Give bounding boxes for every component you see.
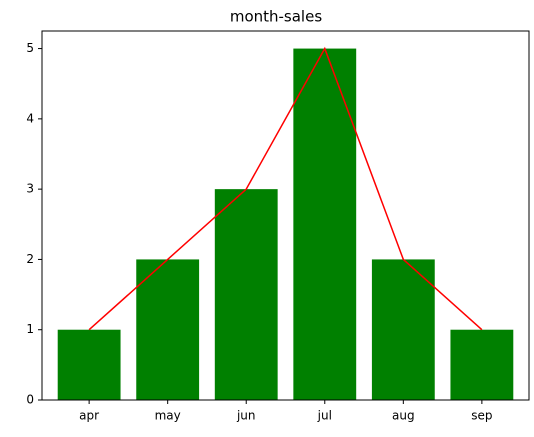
bar [136, 259, 200, 400]
line [88, 46, 483, 331]
y-tick-label: 2 [26, 252, 34, 266]
x-tick-label: jun [236, 409, 256, 423]
x-tick-label: jul [317, 409, 332, 423]
chart-title: month-sales [230, 8, 322, 26]
y-tick-label: 4 [26, 111, 34, 125]
x-tick-label: may [155, 409, 181, 423]
bar [293, 48, 357, 400]
bar [214, 189, 278, 400]
plot-frame [41, 30, 530, 401]
y-tick-label: 0 [26, 393, 34, 407]
x-tick-label: sep [471, 409, 492, 423]
x-tick-label: aug [392, 409, 415, 423]
bar [450, 329, 514, 400]
y-tick-label: 5 [26, 41, 34, 55]
y-tick-label: 3 [26, 182, 34, 196]
bar [57, 329, 121, 400]
x-tick-label: apr [79, 409, 99, 423]
y-tick-label: 1 [26, 322, 34, 336]
bar [371, 259, 435, 400]
